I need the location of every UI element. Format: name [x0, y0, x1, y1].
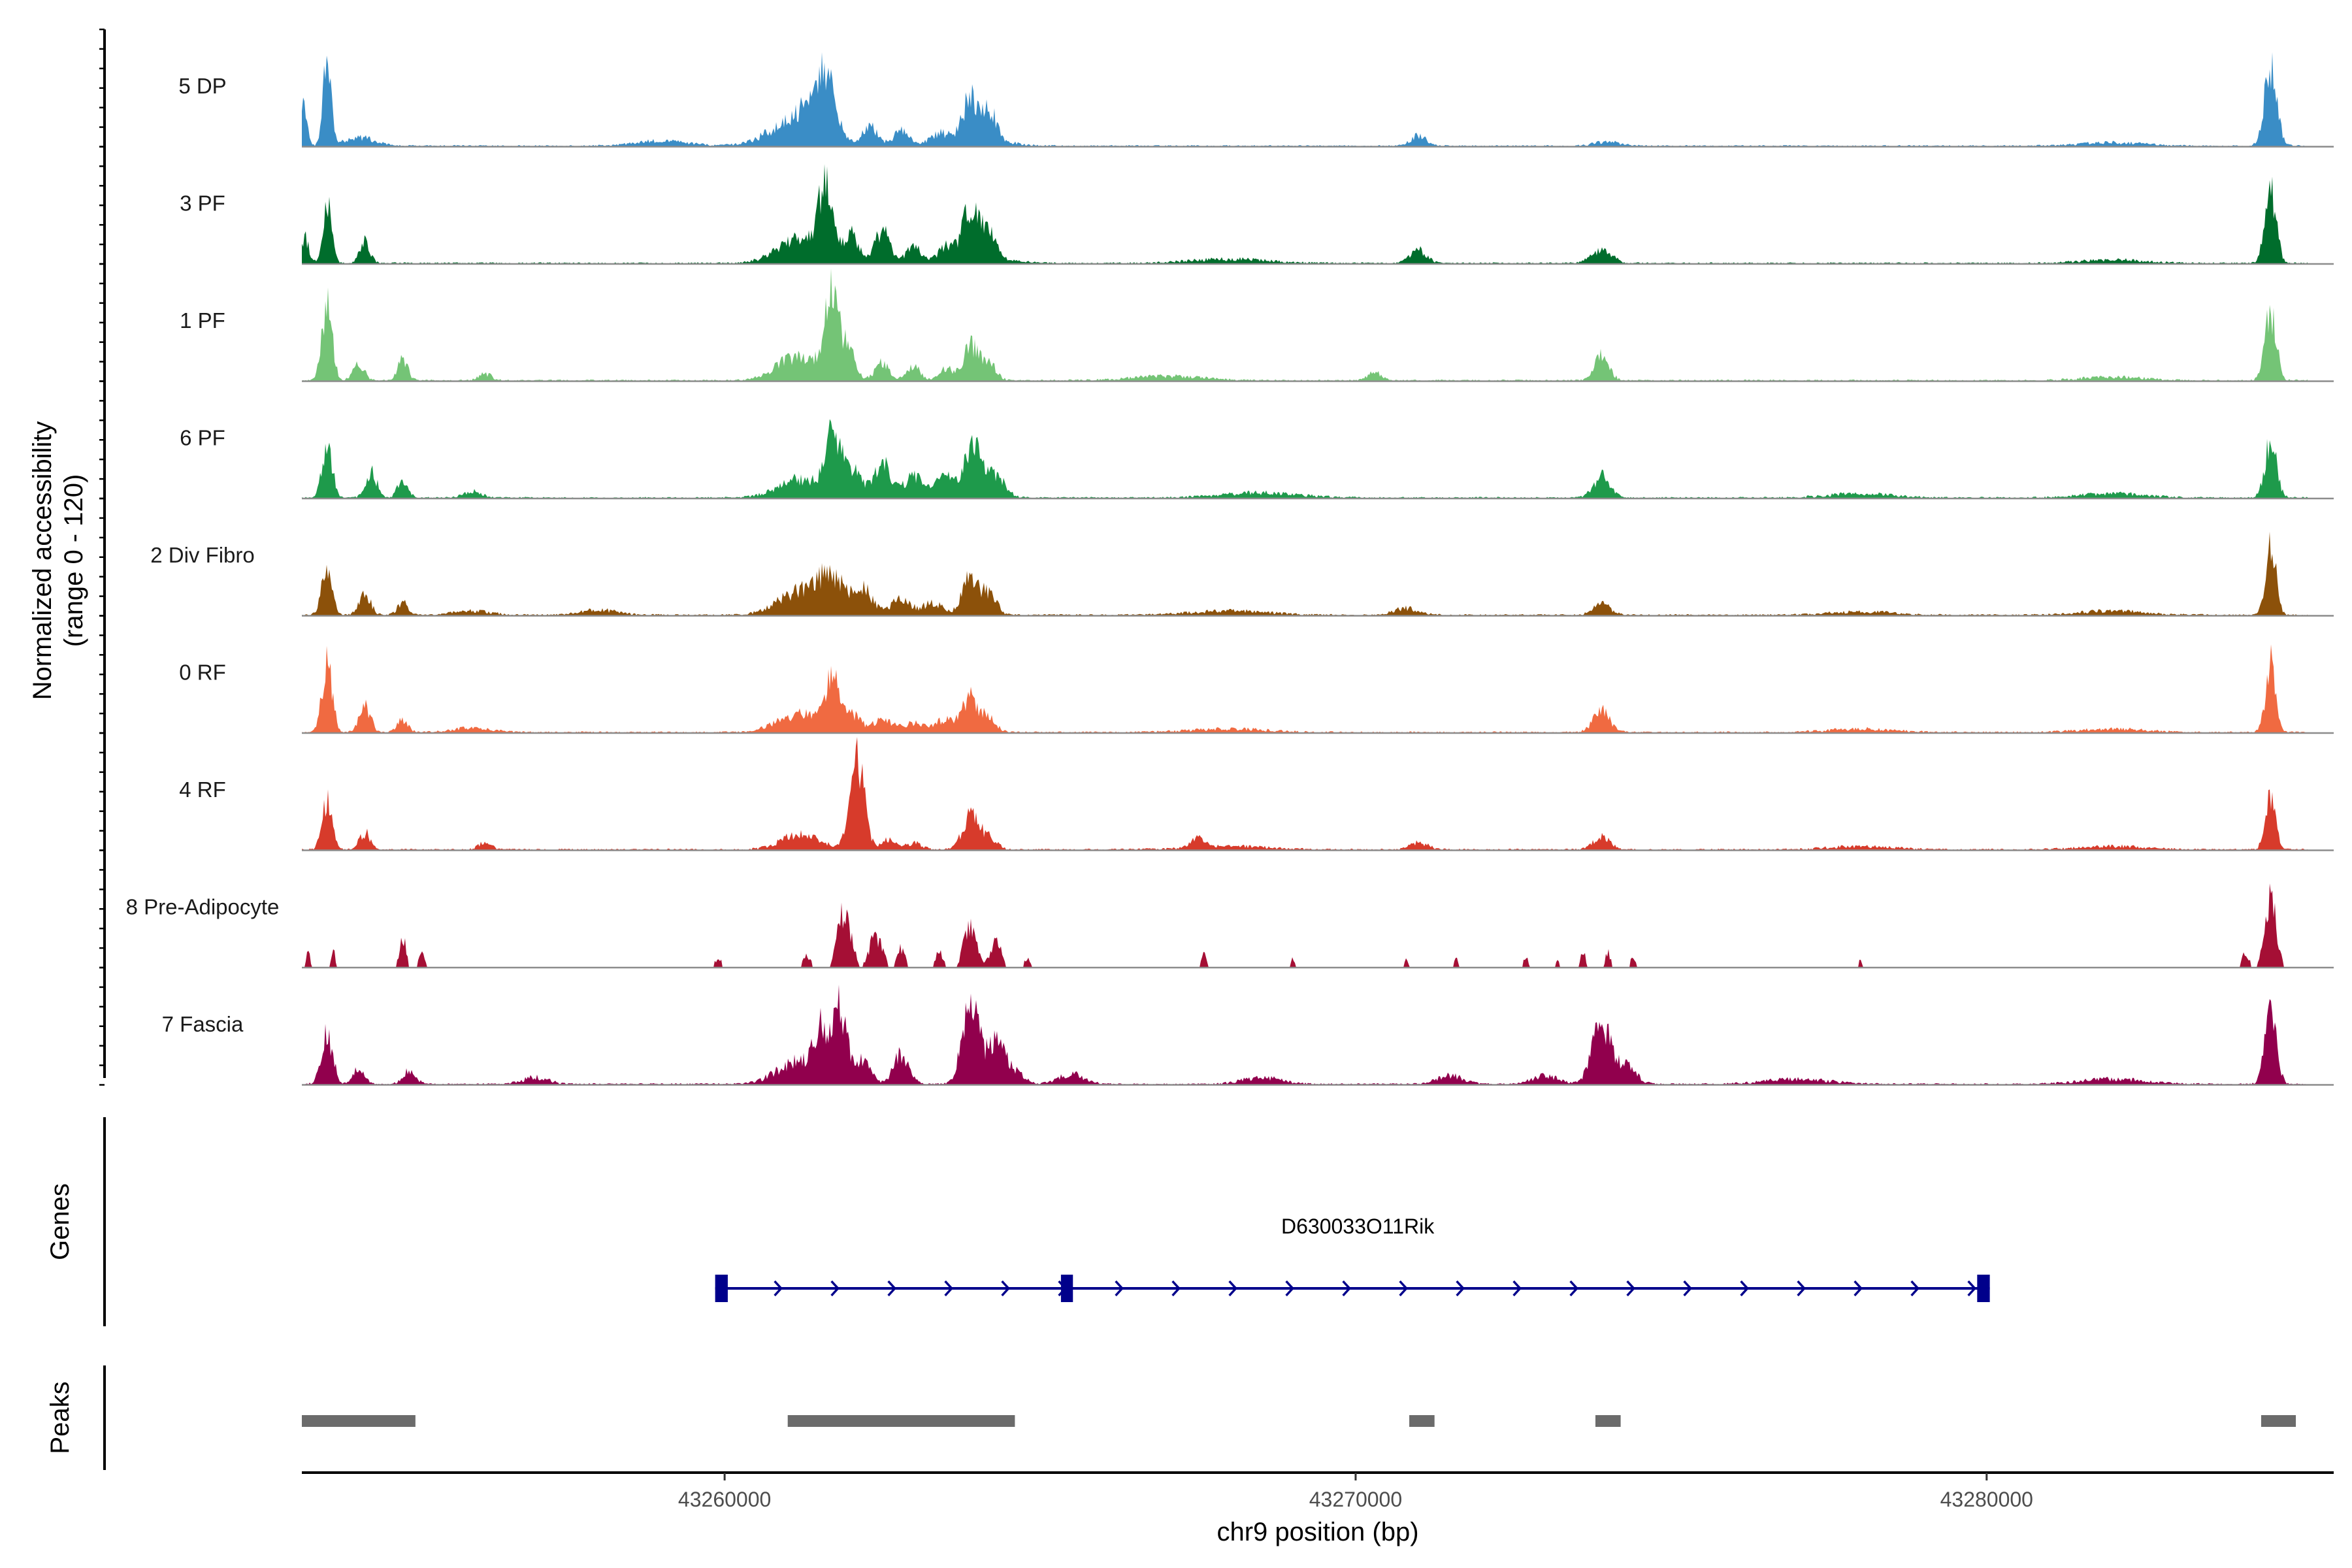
- x-axis-title: chr9 position (bp): [1217, 1518, 1418, 1546]
- strand-arrow: [1854, 1280, 1863, 1297]
- track-4: 2 Div Fibro: [150, 531, 2334, 617]
- strand-arrow: [1797, 1280, 1806, 1297]
- gene-exon: [715, 1275, 728, 1302]
- coverage-area: [302, 419, 2308, 498]
- strand-arrow: [1569, 1280, 1578, 1297]
- track-label: 4 RF: [179, 777, 226, 802]
- track-label: 7 Fascia: [162, 1012, 244, 1036]
- strand-arrow: [1740, 1280, 1749, 1297]
- x-tick-label: 43260000: [678, 1488, 771, 1511]
- coverage-y-ticks: [99, 28, 105, 1086]
- strand-arrow: [1115, 1280, 1124, 1297]
- track-label: 5 DP: [178, 74, 226, 98]
- gene-track: D630033O11Rik: [715, 1215, 1990, 1302]
- track-2: 1 PF: [180, 268, 2334, 382]
- strand-arrow: [1626, 1280, 1635, 1297]
- coverage-area: [302, 883, 2308, 968]
- coverage-area: [302, 737, 2308, 851]
- strand-arrow: [887, 1280, 896, 1297]
- strand-arrow: [1342, 1280, 1351, 1297]
- track-3: 6 PF: [180, 419, 2334, 500]
- coverage-area: [302, 644, 2308, 733]
- peak-region: [302, 1415, 416, 1427]
- gene-exon: [1060, 1275, 1073, 1302]
- strand-arrow: [1001, 1280, 1010, 1297]
- coverage-tracks: 5 DP 3 PF 1 PF 6 PF 2 Div Fibro 0 RF 4 RF 8 Pre…: [126, 52, 2334, 1086]
- coverage-area: [302, 52, 2308, 147]
- gene-exon: [1977, 1275, 1990, 1302]
- strand-arrow: [1512, 1280, 1522, 1297]
- strand-arrow: [1456, 1280, 1465, 1297]
- y-axis-title: Normalized accessibility: [28, 421, 57, 700]
- strand-arrow: [830, 1280, 840, 1297]
- track-5: 0 RF: [179, 644, 2334, 734]
- track-1: 3 PF: [180, 164, 2334, 265]
- strand-arrow: [1399, 1280, 1408, 1297]
- x-tick-label: 43270000: [1309, 1488, 1402, 1511]
- track-label: 6 PF: [180, 426, 225, 450]
- peak-region: [1409, 1415, 1435, 1427]
- strand-arrow: [1228, 1280, 1237, 1297]
- gene-name: D630033O11Rik: [1281, 1215, 1435, 1238]
- strand-arrow: [944, 1280, 953, 1297]
- track-label: 2 Div Fibro: [150, 543, 255, 567]
- track-6: 4 RF: [179, 737, 2334, 851]
- x-tick-label: 43280000: [1940, 1488, 2033, 1511]
- track-label: 3 PF: [180, 191, 225, 216]
- strand-arrow: [1967, 1280, 1976, 1297]
- x-axis-ticks: 43260000 43270000 43280000: [678, 1473, 2033, 1511]
- peak-region: [2261, 1415, 2296, 1427]
- track-label: 8 Pre-Adipocyte: [126, 895, 280, 919]
- peaks-track-title: Peaks: [46, 1381, 74, 1454]
- peak-track: [302, 1415, 2296, 1427]
- coverage-area: [302, 531, 2308, 616]
- strand-arrow: [1171, 1280, 1181, 1297]
- track-7: 8 Pre-Adipocyte: [126, 883, 2334, 969]
- strand-arrow: [1683, 1280, 1692, 1297]
- strand-arrow: [774, 1280, 783, 1297]
- strand-arrow: [1910, 1280, 1919, 1297]
- coverage-area: [302, 985, 2308, 1085]
- track-label: 1 PF: [180, 308, 225, 333]
- genes-track-title: Genes: [46, 1183, 74, 1260]
- track-0: 5 DP: [178, 52, 2334, 148]
- strand-arrow: [1285, 1280, 1294, 1297]
- peak-region: [1595, 1415, 1621, 1427]
- track-label: 0 RF: [179, 661, 226, 685]
- y-axis-range: (range 0 - 120): [59, 474, 88, 647]
- coverage-area: [302, 164, 2308, 264]
- peak-region: [787, 1415, 1015, 1427]
- track-8: 7 Fascia: [162, 985, 2334, 1086]
- coverage-area: [302, 268, 2308, 382]
